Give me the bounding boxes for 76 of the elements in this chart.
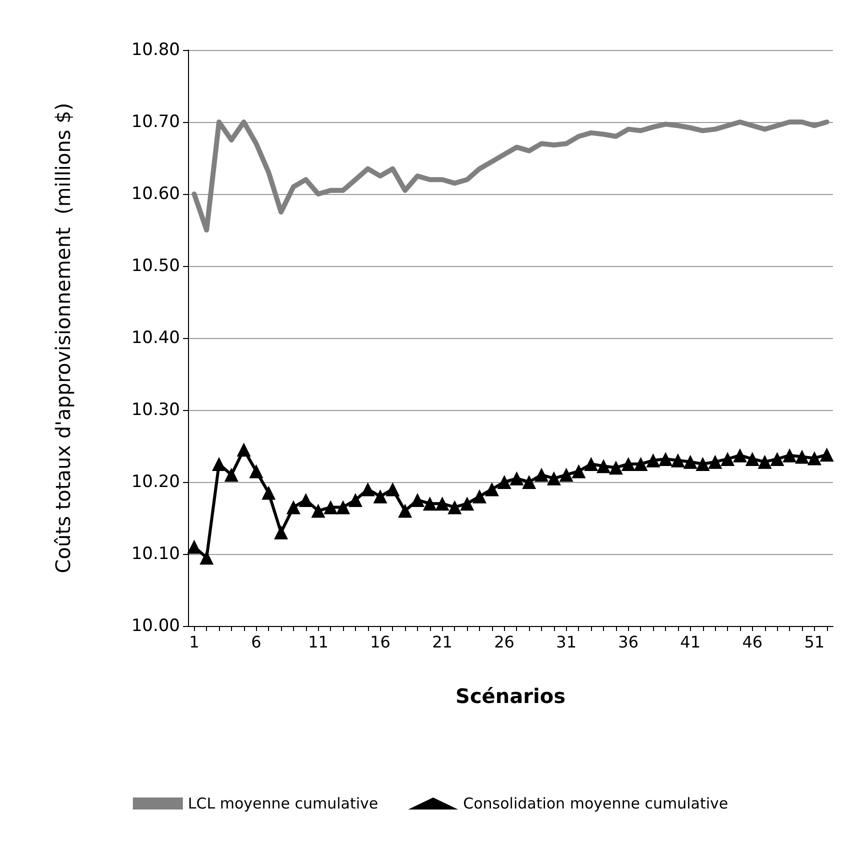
point (360, 482, 375, 496)
point (373, 489, 388, 504)
point (807, 451, 822, 466)
point (559, 468, 574, 482)
x-axis-title: Scénarios (456, 684, 566, 708)
point (510, 471, 524, 486)
y-tick-label: 10.00 (131, 616, 180, 636)
y-tick-label: 10.20 (131, 472, 180, 492)
point (324, 500, 338, 514)
point (820, 448, 834, 462)
point (386, 482, 400, 496)
y-tick-label: 10.40 (131, 328, 180, 348)
y-tick-label: 10.70 (131, 112, 180, 132)
y-tick-label: 10.80 (131, 40, 180, 60)
legend-label: Consolidation moyenne cumulative (463, 794, 728, 812)
x-tick-label: 51 (804, 632, 825, 652)
point (745, 452, 760, 466)
point (720, 452, 735, 466)
y-tick-label: 10.50 (131, 256, 180, 276)
point (311, 504, 326, 518)
point (794, 450, 809, 464)
point (670, 453, 685, 468)
point (497, 475, 512, 489)
point (274, 525, 288, 540)
point (249, 464, 264, 478)
point (422, 496, 437, 511)
x-tick-label: 36 (618, 632, 639, 652)
x-tick-label: 31 (556, 632, 576, 652)
point (348, 493, 362, 507)
x-tick-label: 46 (742, 632, 763, 652)
point (448, 500, 462, 514)
point (212, 457, 226, 471)
x-tick-label: 41 (680, 632, 701, 652)
point (236, 442, 251, 457)
x-tick-label: 6 (251, 632, 262, 652)
point (262, 486, 276, 500)
x-tick-label: 11 (308, 632, 328, 652)
point (534, 468, 549, 482)
y-axis-title: Coûts totaux d'approvisionnement (millions $) (51, 102, 75, 574)
point (286, 500, 300, 514)
point (410, 493, 424, 507)
point (200, 550, 214, 565)
point (646, 453, 660, 468)
point (435, 496, 450, 511)
point (572, 464, 586, 478)
x-tick-label: 1 (189, 632, 200, 652)
point (472, 489, 486, 504)
point (522, 475, 536, 489)
point (484, 482, 499, 496)
point (658, 452, 673, 466)
point (696, 457, 710, 471)
point (546, 471, 561, 486)
point (770, 452, 784, 466)
legend-label: LCL moyenne cumulative (188, 794, 378, 812)
point (336, 500, 350, 514)
point (621, 457, 636, 471)
point (708, 454, 722, 469)
point (782, 448, 797, 462)
point (732, 448, 747, 462)
y-tick-label: 10.60 (131, 184, 180, 204)
point (584, 457, 598, 471)
point (187, 540, 202, 554)
point (298, 493, 313, 507)
point (608, 460, 623, 475)
point (224, 468, 238, 482)
point (596, 459, 611, 474)
x-tick-label: 21 (432, 632, 452, 652)
point (460, 496, 474, 511)
point (398, 504, 412, 518)
point (758, 454, 772, 469)
point (683, 454, 698, 469)
x-tick-label: 16 (370, 632, 390, 652)
y-tick-label: 10.30 (131, 400, 180, 420)
y-tick-label: 10.10 (131, 544, 180, 564)
x-tick-label: 26 (494, 632, 514, 652)
point (634, 457, 648, 471)
